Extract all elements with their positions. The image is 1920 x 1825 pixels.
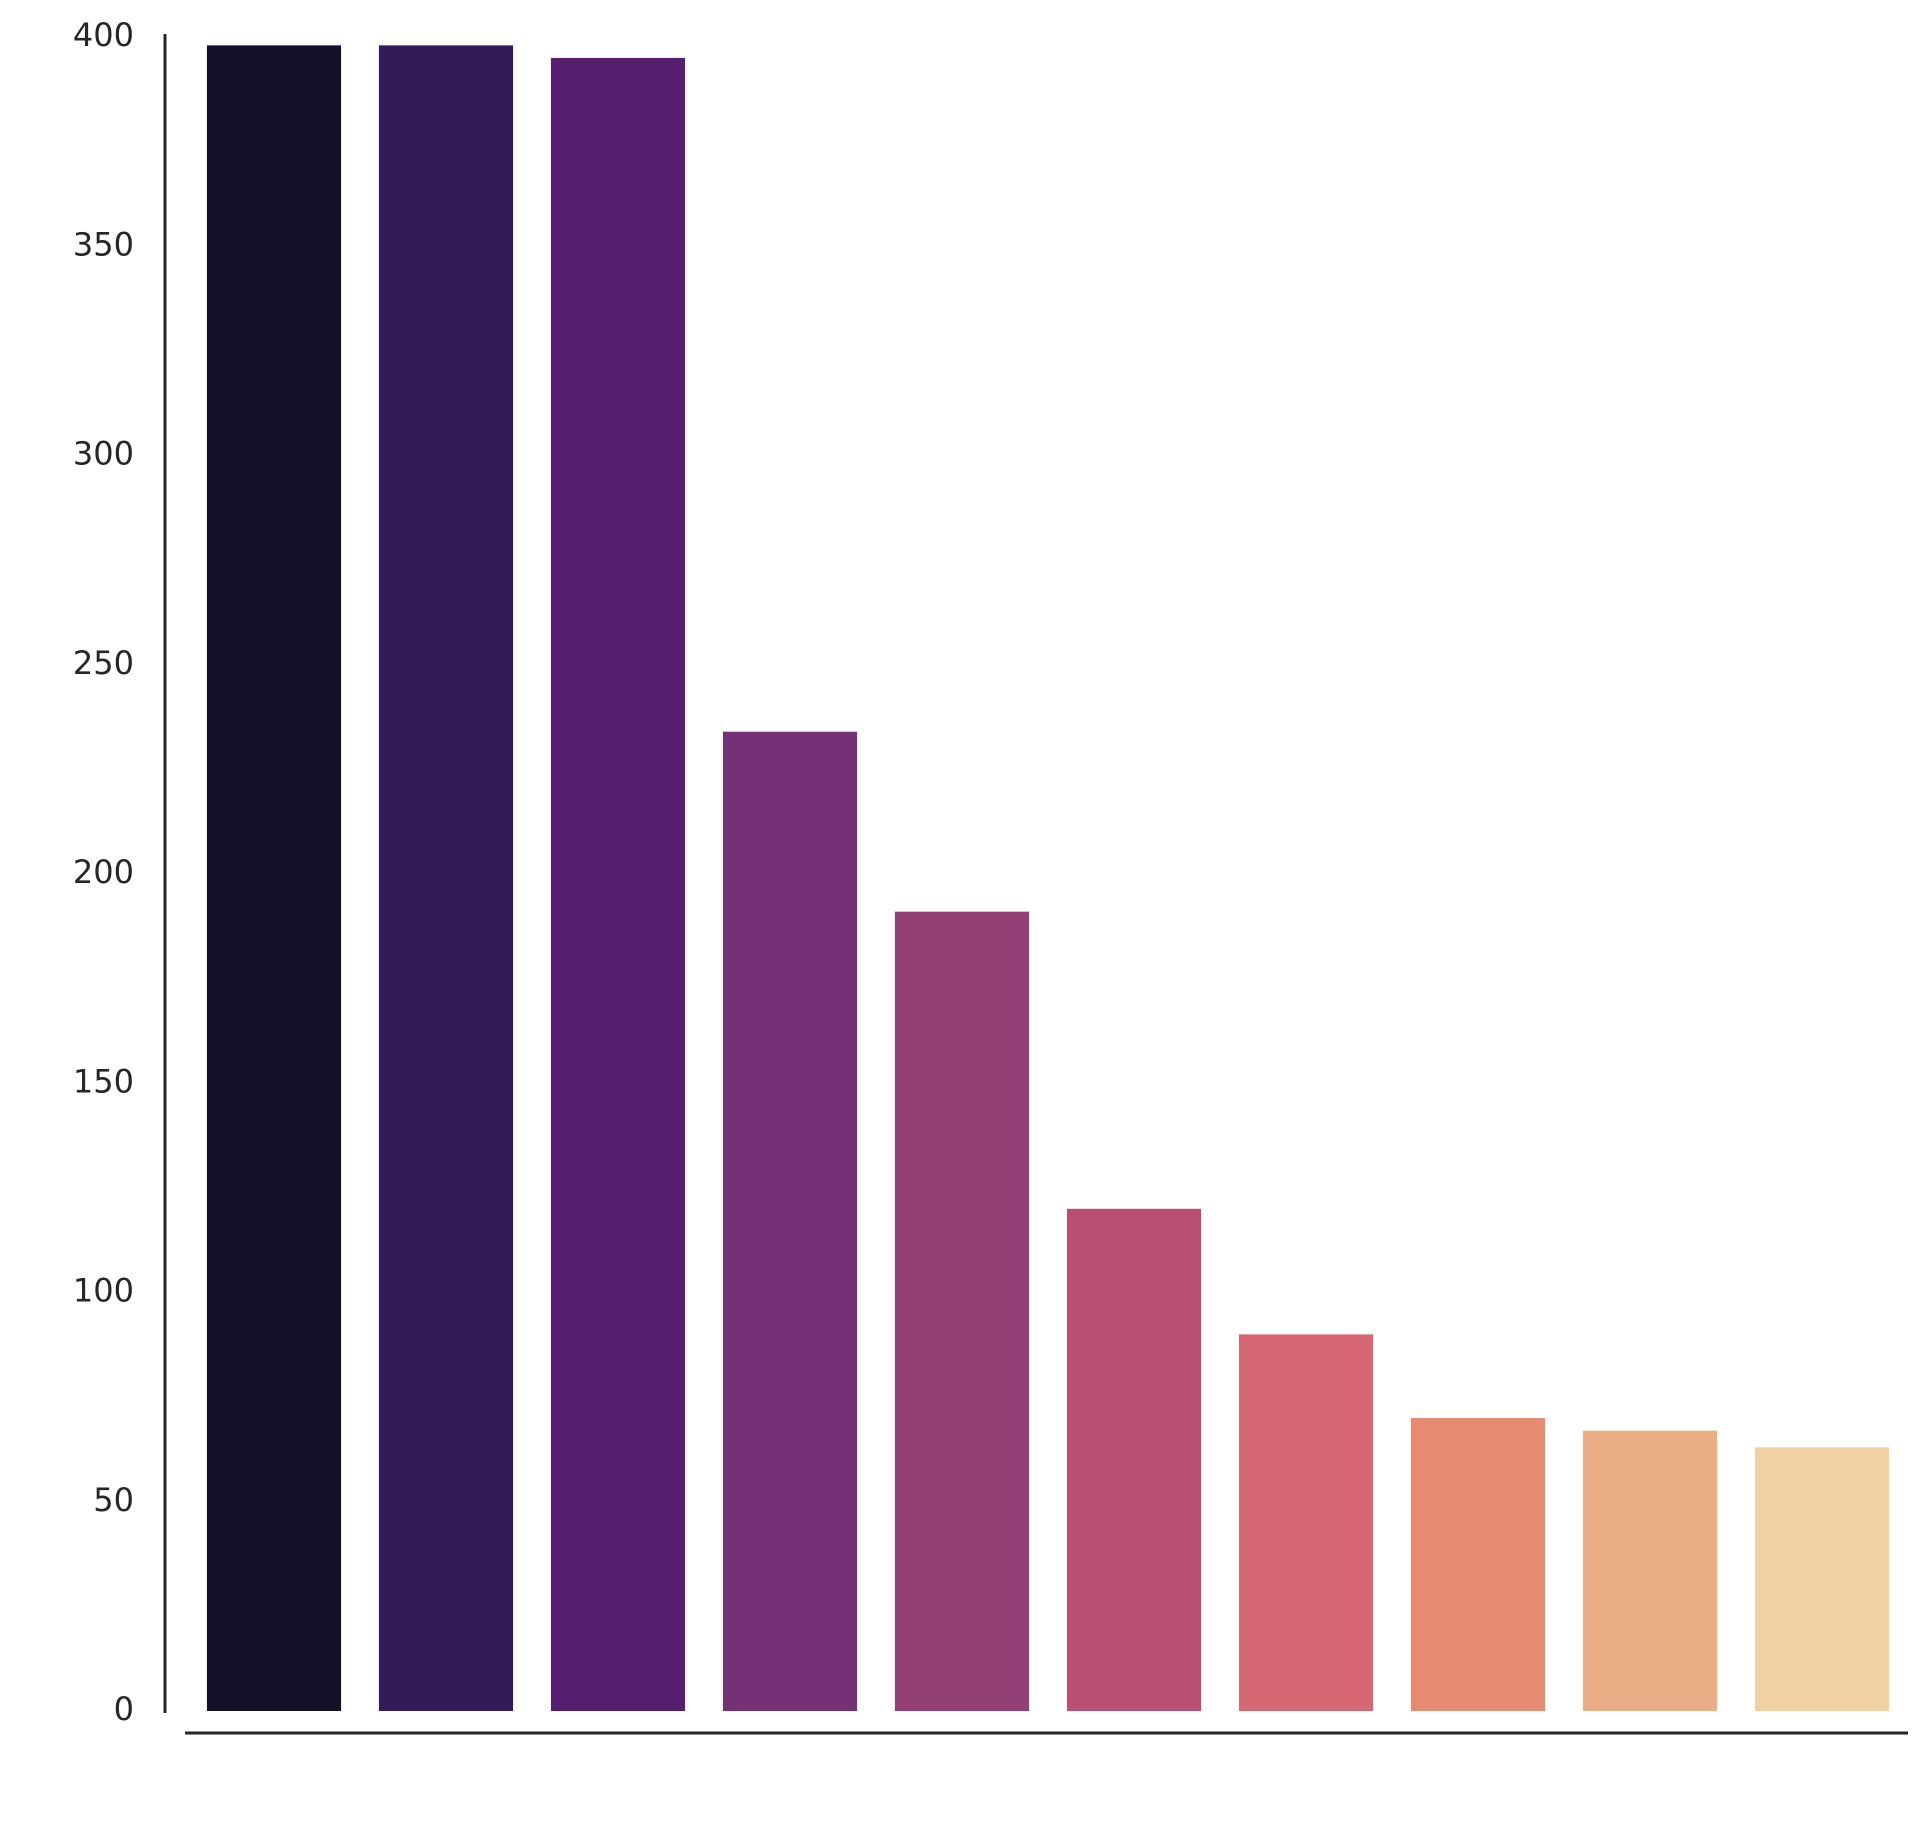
y-tick-label: 400 bbox=[73, 16, 134, 54]
bar bbox=[722, 731, 858, 1711]
y-tick-label: 150 bbox=[73, 1062, 134, 1100]
y-tick-label: 50 bbox=[93, 1481, 134, 1519]
bar bbox=[1754, 1447, 1890, 1711]
bar bbox=[378, 45, 514, 1712]
bar bbox=[1582, 1430, 1718, 1711]
bar bbox=[1066, 1208, 1202, 1711]
bar bbox=[894, 911, 1030, 1711]
bar bbox=[206, 45, 342, 1712]
y-tick-label: 0 bbox=[114, 1690, 134, 1728]
y-tick-label: 300 bbox=[73, 435, 134, 473]
y-tick-label: 250 bbox=[73, 644, 134, 682]
y-tick-label: 200 bbox=[73, 853, 134, 891]
bar bbox=[550, 57, 686, 1711]
y-tick-label: 100 bbox=[73, 1272, 134, 1310]
bar bbox=[1410, 1418, 1546, 1711]
y-tick-label: 350 bbox=[73, 225, 134, 263]
bar bbox=[1238, 1334, 1374, 1711]
